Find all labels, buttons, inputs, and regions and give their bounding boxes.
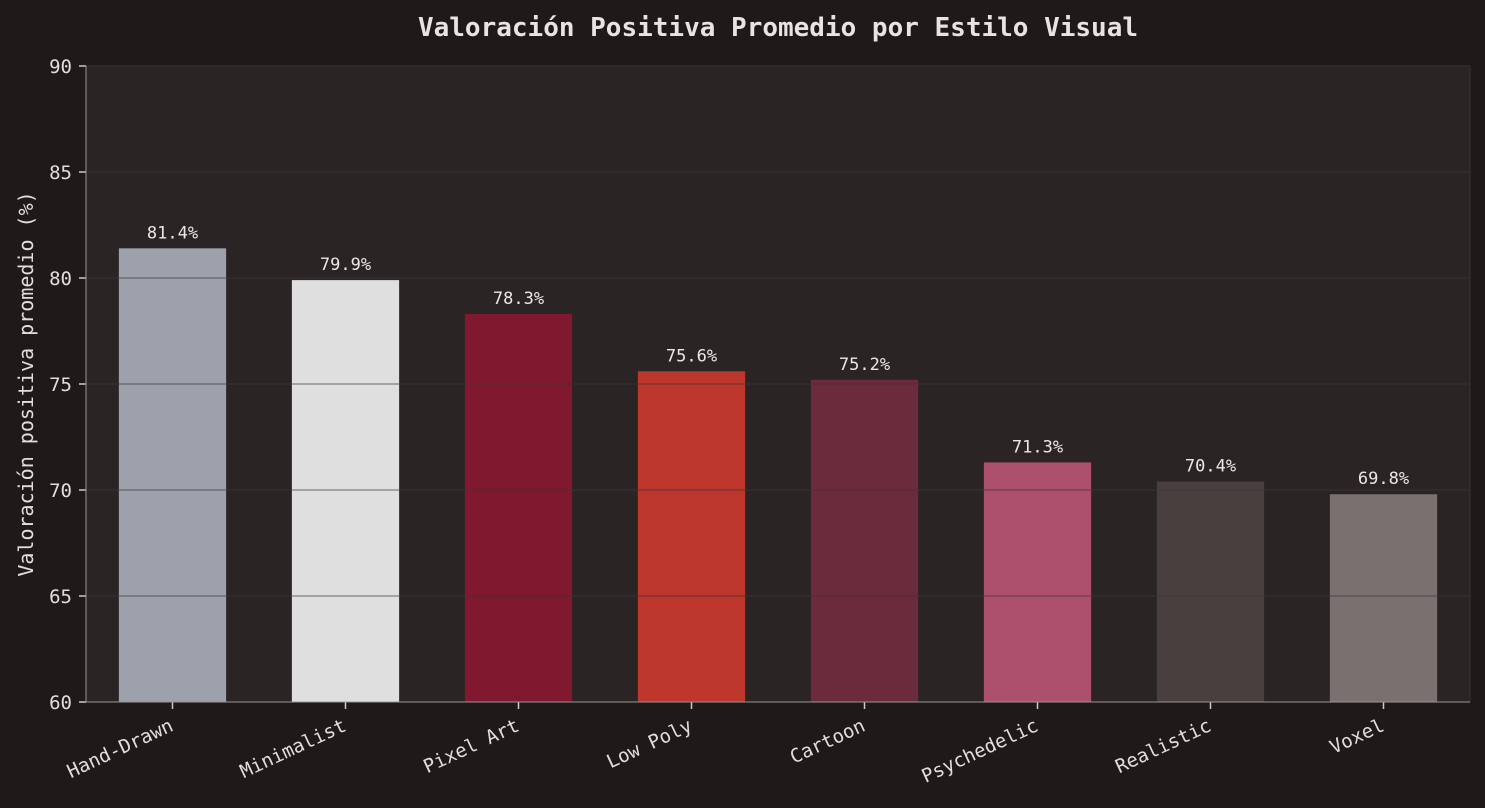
y-tick-label: 90	[49, 56, 72, 78]
data-label: 70.4%	[1185, 457, 1236, 477]
data-label: 69.8%	[1358, 469, 1409, 489]
data-label: 78.3%	[493, 289, 544, 309]
y-tick-label: 70	[49, 480, 72, 502]
bar	[291, 280, 400, 702]
bar	[1329, 494, 1438, 702]
data-label: 81.4%	[147, 223, 198, 243]
x-tick-label: Cartoon	[787, 715, 869, 769]
x-tick-label: Voxel	[1326, 715, 1387, 759]
y-tick-label: 60	[49, 692, 72, 714]
x-tick-label: Pixel Art	[420, 715, 523, 778]
bar	[1156, 481, 1265, 702]
y-tick-label: 65	[49, 586, 72, 608]
bars: 81.4% 79.9% 78.3% 75.6% 75.2% 71.3% 70.4% 69.8%	[118, 223, 1438, 702]
x-tick-label: Realistic	[1112, 715, 1215, 778]
bar	[810, 379, 919, 702]
x-tick-label: Psychedelic	[918, 715, 1041, 788]
bar	[983, 462, 1092, 702]
bar	[637, 371, 746, 702]
y-tick-label: 80	[49, 268, 72, 290]
y-axis-title: Valoración positiva promedio (%)	[14, 191, 38, 576]
chart-title: Valoración Positiva Promedio por Estilo …	[418, 13, 1138, 43]
data-label: 79.9%	[320, 255, 371, 275]
data-label: 75.6%	[666, 346, 717, 366]
bar	[464, 314, 573, 702]
x-tick-label: Low Poly	[603, 715, 695, 774]
x-tick-label: Hand-Drawn	[64, 715, 177, 783]
bar	[118, 248, 227, 702]
data-label: 71.3%	[1012, 437, 1063, 457]
y-tick-label: 75	[49, 374, 72, 396]
y-tick-label: 85	[49, 162, 72, 184]
data-label: 75.2%	[839, 355, 890, 375]
x-tick-label: Minimalist	[237, 715, 350, 783]
